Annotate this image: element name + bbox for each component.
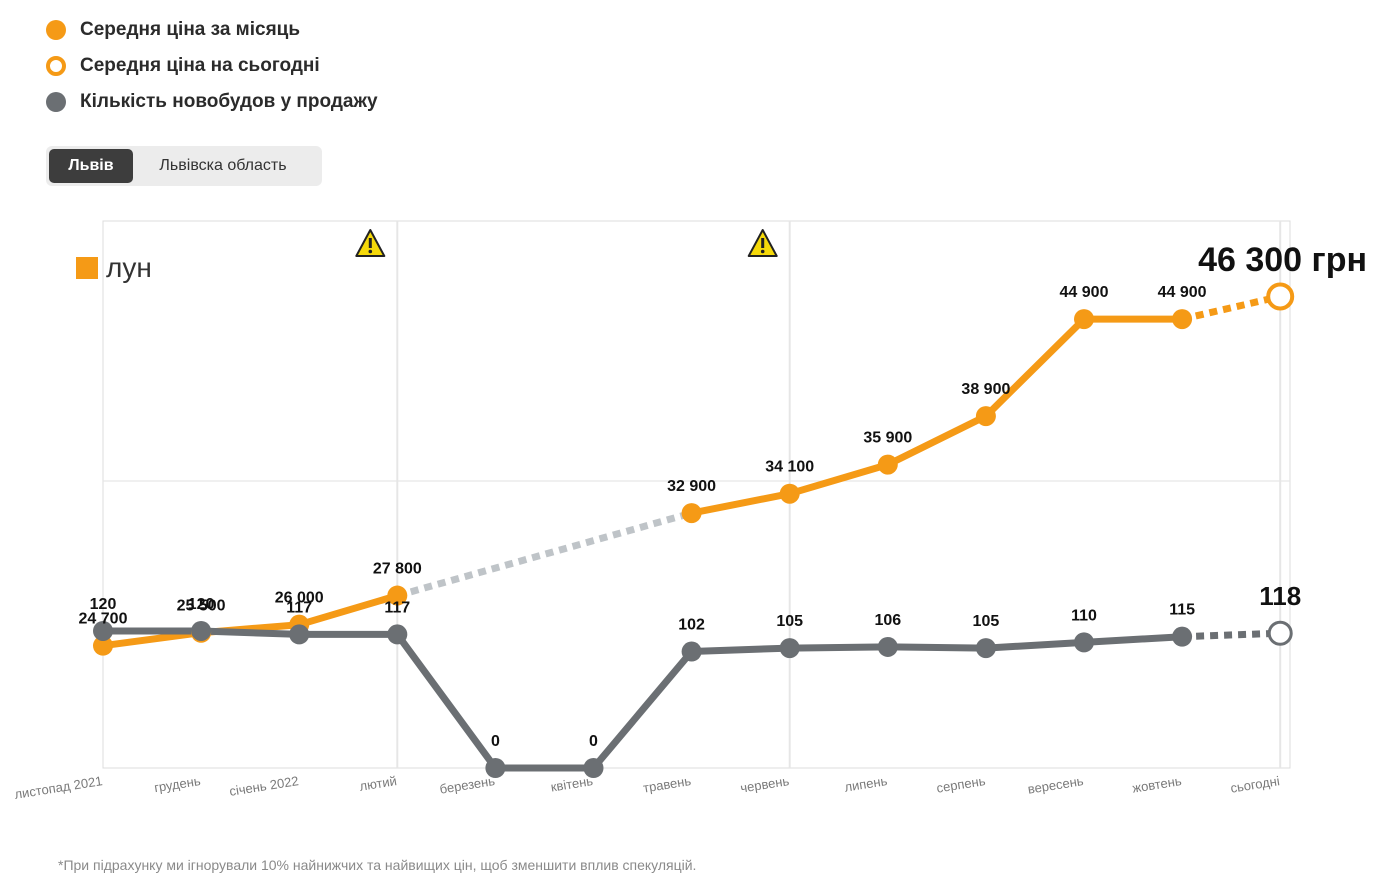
orange-ring-icon: [46, 56, 66, 76]
count-label: 115: [1169, 602, 1195, 619]
series-points: [93, 282, 1295, 778]
x-tick-label: січень 2022: [228, 773, 299, 799]
legend-label: Середня ціна за місяць: [80, 19, 301, 40]
footnote: *При підрахунку ми ігнорували 10% найниж…: [58, 857, 697, 873]
x-tick-label: жовтень: [1131, 773, 1182, 796]
count-line: [103, 627, 1183, 772]
price-label: 38 900: [961, 381, 1010, 398]
price-label: 32 900: [667, 478, 716, 495]
tab-lviv-region[interactable]: Львівска область: [159, 157, 287, 174]
price-count-chart: лун 24 700 25 500 26 000 27 800 32 900 34 100…: [13, 220, 1367, 802]
count-label: 105: [776, 613, 803, 630]
warning-icon-bar: [368, 238, 372, 248]
price-gap-line: [396, 509, 693, 599]
price-label: 35 900: [863, 430, 912, 447]
count-label: 110: [1071, 607, 1097, 624]
price-label: 44 900: [1060, 284, 1109, 301]
price-label: 24 700: [79, 611, 128, 628]
warning-icon-dot: [760, 249, 765, 254]
region-tabs: Львів Львівска область: [46, 146, 322, 186]
legend-item-today-price[interactable]: Середня ціна на сьогодні: [46, 48, 378, 84]
count-today-point: [1267, 620, 1293, 646]
price-today-label: 46 300 грн: [1198, 241, 1367, 279]
tab-lviv[interactable]: Львів: [49, 149, 133, 183]
x-tick-label: липень: [843, 773, 888, 795]
x-tick-label: серпень: [935, 773, 986, 796]
count-point: [583, 758, 604, 778]
price-label: 25 500: [177, 598, 226, 615]
price-point: [1172, 309, 1193, 330]
x-tick-label: березень: [439, 773, 497, 797]
gray-dot-icon: [46, 92, 66, 112]
x-tick-label: вересень: [1027, 773, 1085, 797]
x-tick-label: лютий: [358, 773, 397, 794]
x-tick-label: сьогодні: [1229, 773, 1280, 796]
count-today-label: 118: [1259, 581, 1301, 611]
price-point: [877, 454, 898, 475]
count-label: 105: [973, 613, 1000, 630]
price-line: [690, 315, 1183, 517]
count-point: [779, 638, 800, 659]
count-point: [975, 638, 996, 659]
count-label: 117: [286, 599, 312, 616]
warning-icon-dot: [368, 249, 373, 254]
count-point: [877, 636, 898, 657]
price-today-line: [1181, 293, 1281, 323]
count-label: 0: [491, 733, 500, 750]
x-tick-label: грудень: [153, 773, 202, 795]
logo-text: лун: [106, 252, 152, 283]
legend-label: Кількість новобудов у продажу: [80, 91, 378, 112]
count-point: [1172, 626, 1193, 647]
price-point: [1074, 309, 1094, 330]
price-label: 34 100: [765, 459, 814, 476]
price-point: [975, 406, 996, 427]
price-point: [93, 635, 113, 656]
orange-dot-icon: [46, 20, 66, 40]
brand-logo: лун: [76, 252, 152, 283]
count-point: [1074, 632, 1094, 653]
x-tick-label: червень: [739, 773, 790, 796]
price-point: [779, 483, 800, 504]
count-label: 120: [90, 596, 117, 613]
count-point: [93, 620, 113, 641]
chart-grid: [102, 220, 1291, 769]
legend-item-monthly-price[interactable]: Середня ціна за місяць: [46, 12, 378, 48]
count-label: 102: [678, 617, 705, 634]
count-point: [485, 758, 506, 778]
x-tick-label: травень: [642, 773, 692, 795]
count-label: 117: [384, 599, 410, 616]
count-point: [289, 624, 310, 645]
count-label: 106: [874, 612, 901, 629]
count-point: [387, 624, 408, 645]
price-point: [387, 585, 408, 606]
price-label: 27 800: [373, 561, 422, 578]
plot-frame: [102, 220, 1291, 769]
x-tick-label: листопад 2021: [13, 773, 103, 802]
count-point: [191, 620, 212, 641]
warning-markers: [355, 229, 778, 257]
value-labels: 24 700 25 500 26 000 27 800 32 900 34 100 35 9…: [79, 241, 1367, 750]
price-label: 44 900: [1158, 284, 1207, 301]
count-point: [681, 641, 702, 662]
logo-square-icon: [76, 257, 98, 279]
x-axis-ticks: листопад 2021 грудень січень 2022 лютий бере…: [13, 773, 1280, 802]
price-point: [681, 503, 702, 524]
price-line: [102, 592, 399, 650]
legend: Середня ціна за місяць Середня ціна на с…: [46, 12, 378, 120]
count-label: 120: [188, 596, 215, 613]
count-today-line: [1181, 629, 1281, 641]
legend-label: Середня ціна на сьогодні: [80, 55, 320, 76]
series-lines: [102, 293, 1281, 772]
warning-icon-bar: [761, 238, 765, 248]
legend-item-listing-count[interactable]: Кількість новобудов у продажу: [46, 84, 378, 120]
price-label: 26 000: [275, 590, 324, 607]
count-label: 0: [589, 733, 598, 750]
x-tick-label: квітень: [550, 773, 595, 794]
price-today-point: [1266, 282, 1295, 311]
